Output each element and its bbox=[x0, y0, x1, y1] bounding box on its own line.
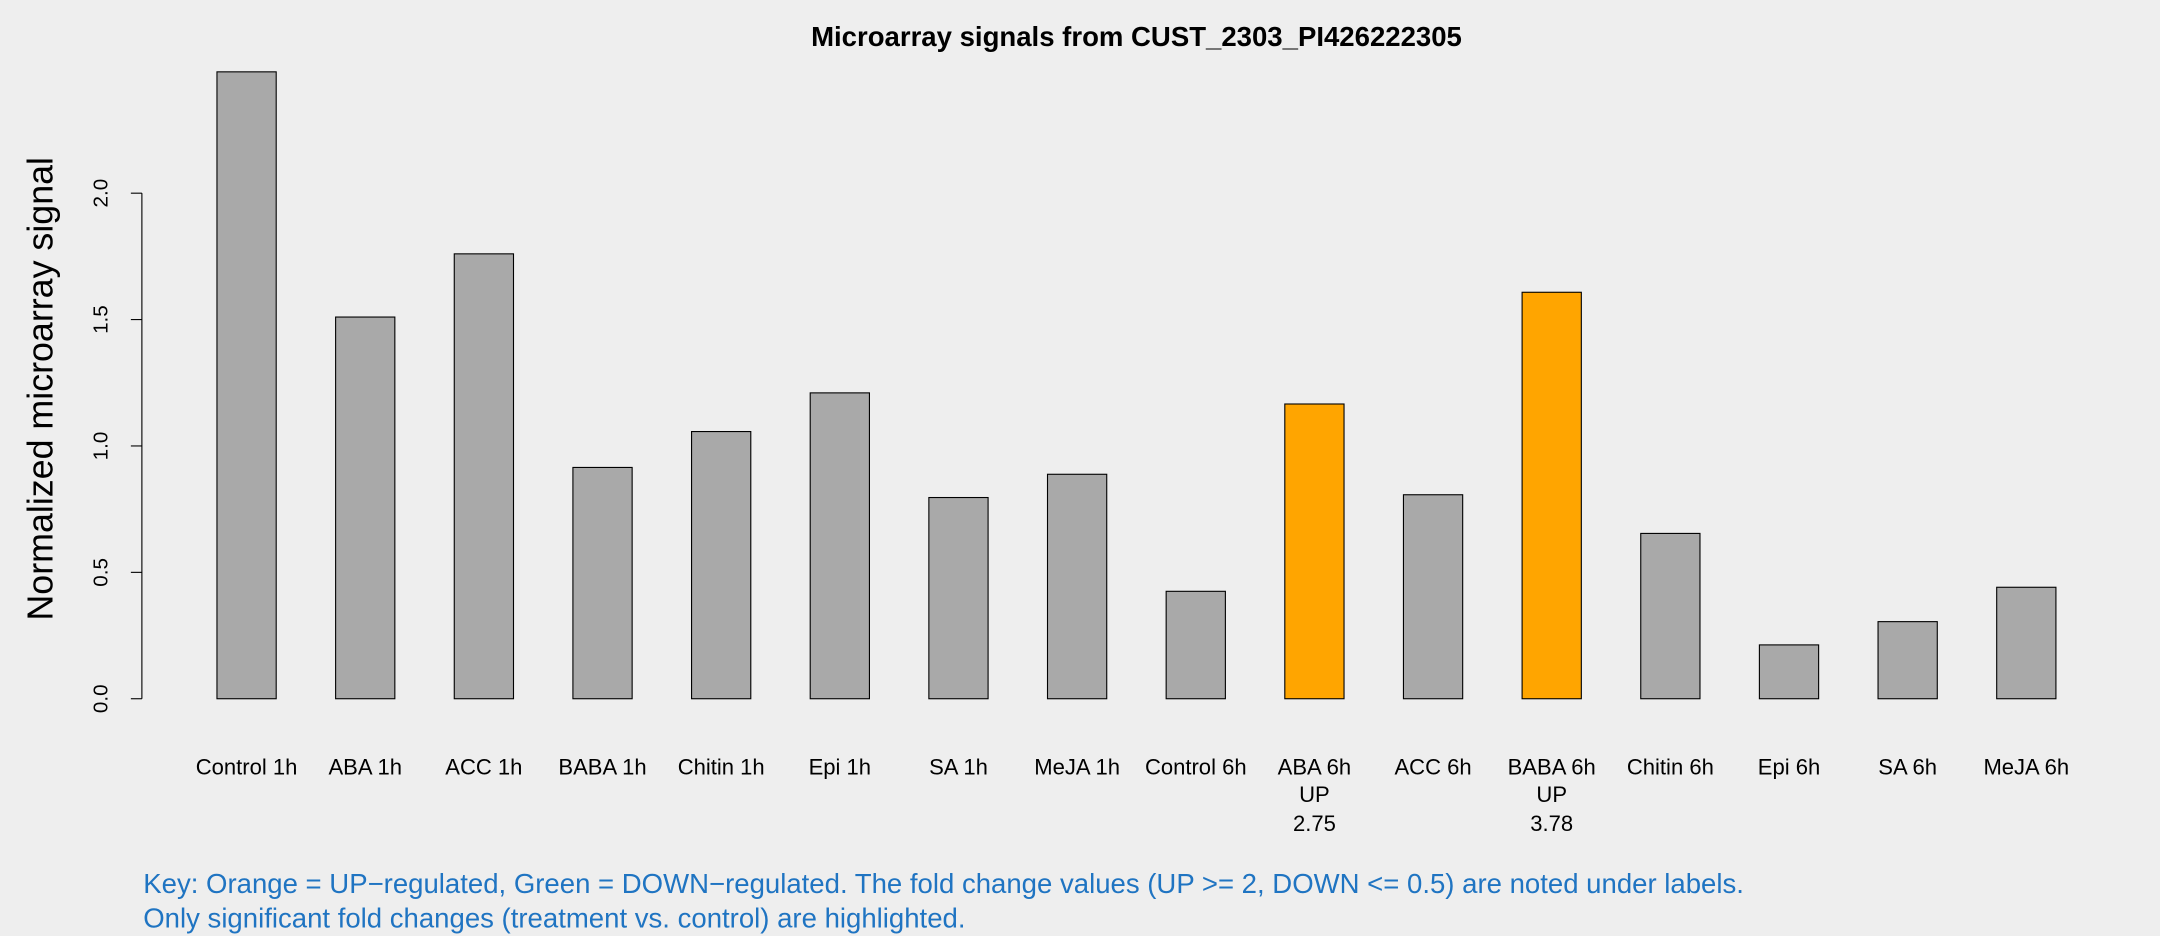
bar bbox=[691, 430, 752, 700]
bar bbox=[453, 253, 515, 700]
x-tick-label: BABA 1h bbox=[558, 755, 646, 780]
bar bbox=[335, 316, 396, 700]
x-tick-label: Chitin 6h bbox=[1627, 755, 1714, 780]
bar bbox=[1996, 586, 2057, 700]
fold-change-label: 2.75 bbox=[1293, 811, 1336, 836]
y-tick-label: 0.0 bbox=[89, 684, 112, 713]
bar bbox=[1402, 494, 1464, 700]
bar bbox=[572, 466, 633, 700]
x-tick-label: Epi 6h bbox=[1758, 755, 1820, 780]
x-tick-label: Control 1h bbox=[196, 755, 298, 780]
x-tick-label: Control 6h bbox=[1145, 755, 1247, 780]
x-tick-label: SA 1h bbox=[929, 755, 988, 780]
x-tick-label: MeJA 6h bbox=[1983, 755, 2069, 780]
x-tick-label: Chitin 1h bbox=[678, 755, 765, 780]
bar bbox=[1165, 590, 1226, 700]
x-tick-label: MeJA 1h bbox=[1034, 755, 1120, 780]
key-line: Key: Orange = UP−regulated, Green = DOWN… bbox=[143, 868, 1744, 899]
x-tick-label: BABA 6h bbox=[1508, 755, 1596, 780]
key-line: Only significant fold changes (treatment… bbox=[143, 902, 965, 933]
x-tick-label: ACC 1h bbox=[445, 755, 522, 780]
bar bbox=[1877, 621, 1938, 700]
x-tick-label: ABA 6h bbox=[1278, 755, 1351, 780]
x-tick-label: ABA 1h bbox=[328, 755, 402, 780]
bar bbox=[809, 392, 870, 700]
x-tick-label: ACC 6h bbox=[1394, 755, 1471, 780]
chart-title: Microarray signals from CUST_2303_PI4262… bbox=[811, 21, 1462, 52]
bar bbox=[216, 71, 277, 700]
bar bbox=[1640, 532, 1701, 700]
x-tick-label: Epi 1h bbox=[809, 755, 871, 780]
bar bbox=[1521, 291, 1582, 700]
regulation-label: UP bbox=[1299, 782, 1330, 807]
x-tick-label: SA 6h bbox=[1878, 755, 1937, 780]
y-tick-label: 1.5 bbox=[89, 305, 112, 334]
bar bbox=[1046, 473, 1108, 700]
fold-change-label: 3.78 bbox=[1530, 811, 1573, 836]
y-tick-label: 2.0 bbox=[89, 179, 112, 208]
bar bbox=[1284, 403, 1345, 700]
y-tick-label: 0.5 bbox=[89, 558, 112, 587]
bar bbox=[1758, 644, 1820, 700]
bar bbox=[928, 496, 989, 700]
y-axis-label: Normalized microarray signal bbox=[20, 157, 60, 621]
y-tick-label: 1.0 bbox=[89, 432, 112, 461]
regulation-label: UP bbox=[1536, 782, 1567, 807]
